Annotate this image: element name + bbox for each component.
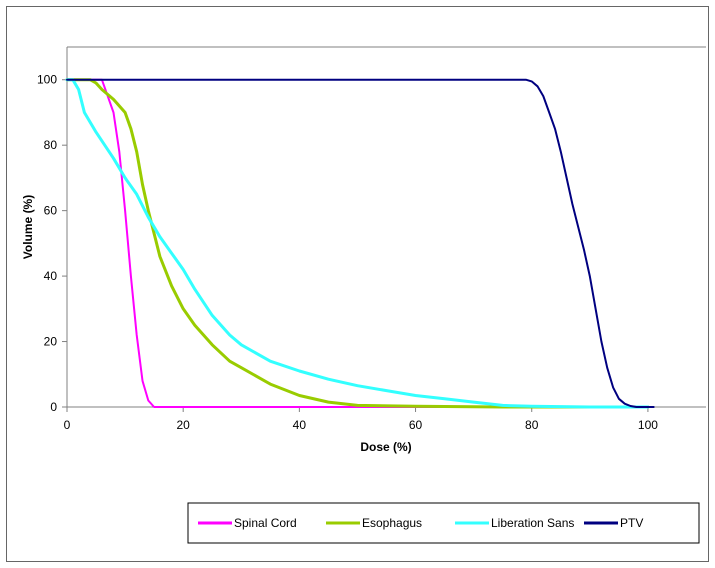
legend-label: Liberation Sans: [491, 516, 574, 530]
series-line-ptv: [66, 78, 655, 408]
series-lines: [65, 78, 655, 409]
x-tick-label: 20: [177, 418, 191, 432]
legend-label: Spinal Cord: [234, 516, 297, 530]
y-tick-label: 40: [44, 269, 58, 283]
x-tick-label: 100: [638, 418, 658, 432]
plot-area: [66, 46, 706, 408]
y-axis-ticks: 0 20 40 60 80 100: [37, 73, 67, 414]
legend-label: PTV: [620, 516, 643, 530]
legend-items: Spinal Cord Esophagus Liberation Sans PTV: [198, 516, 643, 530]
legend: Spinal Cord Esophagus Liberation Sans PTV: [187, 502, 700, 544]
x-tick-label: 60: [409, 418, 423, 432]
y-tick-label: 80: [44, 138, 58, 152]
x-tick-label: 40: [293, 418, 307, 432]
series-line-liberation-sans: [65, 78, 650, 409]
x-tick-label: 0: [64, 418, 71, 432]
y-tick-label: 0: [50, 400, 57, 414]
y-tick-label: 20: [44, 335, 58, 349]
legend-label: Esophagus: [362, 516, 422, 530]
x-axis-ticks: 0 20 40 60 80 100: [64, 407, 658, 432]
series-line-esophagus: [65, 78, 650, 409]
series-line-spinal-cord: [66, 78, 649, 408]
x-axis-title: Dose (%): [360, 440, 411, 454]
plot-background: [67, 47, 706, 407]
y-axis-title: Volume (%): [21, 195, 35, 259]
y-tick-label: 100: [37, 73, 57, 87]
y-tick-label: 60: [44, 204, 58, 218]
x-tick-label: 80: [525, 418, 539, 432]
